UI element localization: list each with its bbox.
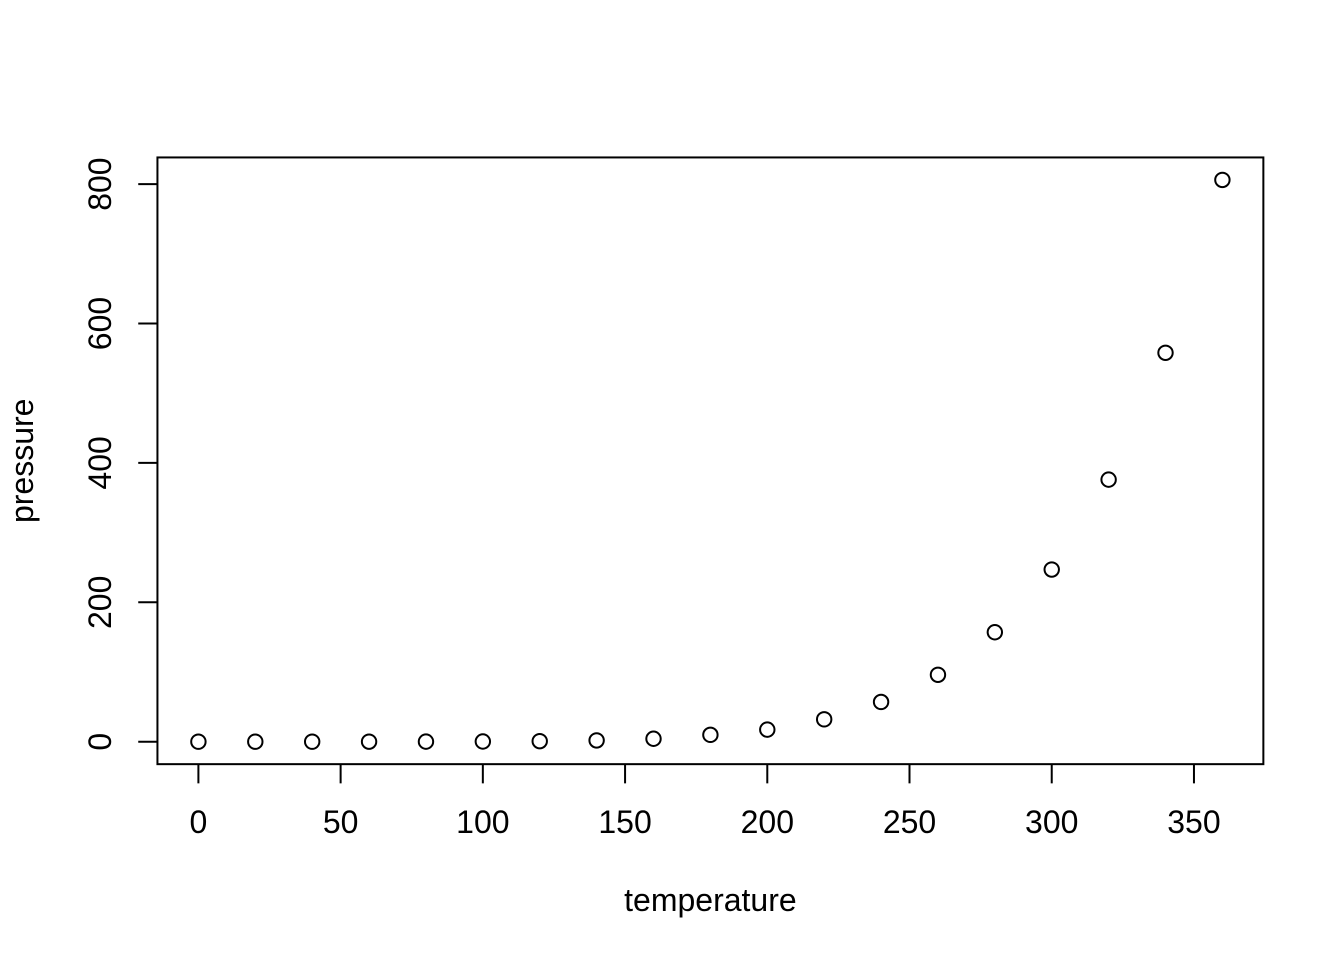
svg-text:350: 350 xyxy=(1167,804,1220,840)
svg-text:0: 0 xyxy=(190,804,208,840)
svg-text:150: 150 xyxy=(598,804,651,840)
svg-text:pressure: pressure xyxy=(4,399,40,524)
svg-text:50: 50 xyxy=(323,804,359,840)
svg-text:temperature: temperature xyxy=(624,882,797,918)
svg-text:600: 600 xyxy=(82,297,118,350)
svg-text:200: 200 xyxy=(741,804,794,840)
svg-text:250: 250 xyxy=(883,804,936,840)
svg-text:100: 100 xyxy=(456,804,509,840)
svg-text:0: 0 xyxy=(82,733,118,751)
svg-text:200: 200 xyxy=(82,576,118,629)
svg-text:300: 300 xyxy=(1025,804,1078,840)
svg-text:800: 800 xyxy=(82,157,118,210)
svg-text:400: 400 xyxy=(82,436,118,489)
